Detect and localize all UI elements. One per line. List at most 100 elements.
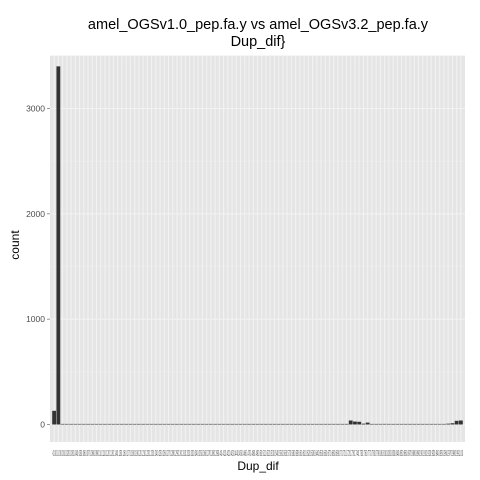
bar (208, 423, 213, 425)
x-tick-labels: -0.00.0.00.010.020.030.040.050.060.070.0… (52, 448, 463, 458)
bar (340, 423, 345, 425)
bar (344, 423, 349, 425)
bar (382, 423, 387, 425)
bar (276, 423, 281, 425)
x-axis-title: Dup_dif (237, 459, 279, 473)
bar (369, 423, 374, 425)
bar (395, 423, 400, 425)
bar (272, 423, 277, 425)
bar (399, 423, 404, 425)
bar (149, 423, 154, 425)
bar (225, 423, 230, 425)
bar (391, 423, 395, 425)
bar (238, 423, 243, 425)
bar (69, 423, 73, 425)
bar (115, 423, 120, 425)
bar (310, 423, 315, 425)
bar (200, 423, 205, 425)
bar (242, 423, 247, 425)
bar (145, 423, 150, 425)
bar (141, 423, 146, 425)
bar (103, 423, 107, 425)
bar (94, 423, 99, 425)
y-tick-label: 3000 (26, 104, 45, 114)
bar (365, 422, 370, 425)
bar (187, 423, 192, 425)
y-tick-label: 2000 (26, 209, 45, 219)
bar-series (52, 66, 463, 425)
bar (458, 420, 463, 425)
bar (81, 423, 86, 425)
bar (264, 423, 268, 425)
bar (64, 423, 69, 425)
bar (234, 423, 239, 425)
bar (450, 423, 455, 425)
bar (213, 423, 218, 425)
bar (175, 423, 179, 425)
bar (306, 423, 311, 425)
y-tick-label: 1000 (26, 314, 45, 324)
bar (361, 423, 366, 425)
bar (204, 423, 209, 425)
bar (281, 423, 285, 425)
bar (111, 423, 116, 425)
bar (98, 423, 103, 425)
bar (408, 423, 412, 425)
bar (251, 423, 256, 425)
bar (221, 423, 226, 425)
bar (90, 423, 95, 425)
bar (302, 423, 307, 425)
bar (433, 423, 438, 425)
chart-title-line-1: amel_OGSv1.0_pep.fa.y vs amel_OGSv3.2_pe… (88, 17, 429, 33)
bar (331, 423, 336, 425)
bar (158, 423, 162, 425)
bar (183, 423, 188, 425)
y-tick-label: 0 (40, 420, 45, 430)
bar (179, 423, 184, 425)
bar (52, 410, 57, 425)
bar (378, 423, 383, 425)
bar (323, 423, 328, 425)
bar (107, 423, 112, 425)
bar (454, 420, 459, 425)
bar (230, 423, 234, 425)
bar (416, 423, 421, 425)
bar (120, 423, 124, 425)
bar (293, 423, 298, 425)
bar (162, 423, 167, 425)
bar (314, 423, 319, 425)
bar (420, 423, 425, 425)
bar (429, 423, 434, 425)
bar (170, 423, 175, 425)
bar (124, 423, 129, 425)
bar (86, 423, 90, 425)
bar (425, 423, 429, 425)
bar (403, 423, 408, 425)
y-axis-ticks: 0 1000 2000 3000 (26, 104, 50, 430)
bar (297, 423, 302, 425)
bar (56, 66, 61, 425)
bar (319, 423, 323, 425)
y-axis-title: count (8, 230, 22, 260)
bar (132, 423, 137, 425)
bar (259, 423, 264, 425)
bar (327, 423, 332, 425)
bar (412, 423, 417, 425)
bar (357, 421, 362, 425)
bar (446, 423, 451, 425)
bar (60, 423, 65, 425)
bar (348, 420, 353, 425)
bar (128, 423, 133, 425)
bar (77, 423, 82, 425)
bar (136, 423, 141, 425)
bar (255, 423, 260, 425)
chart-title-line-2: Dup_dif} (231, 34, 286, 50)
bar (442, 423, 446, 425)
bar (247, 423, 251, 425)
bar (217, 423, 222, 425)
bar (336, 423, 340, 425)
bar (289, 423, 294, 425)
bar (437, 423, 442, 425)
bar (386, 423, 391, 425)
